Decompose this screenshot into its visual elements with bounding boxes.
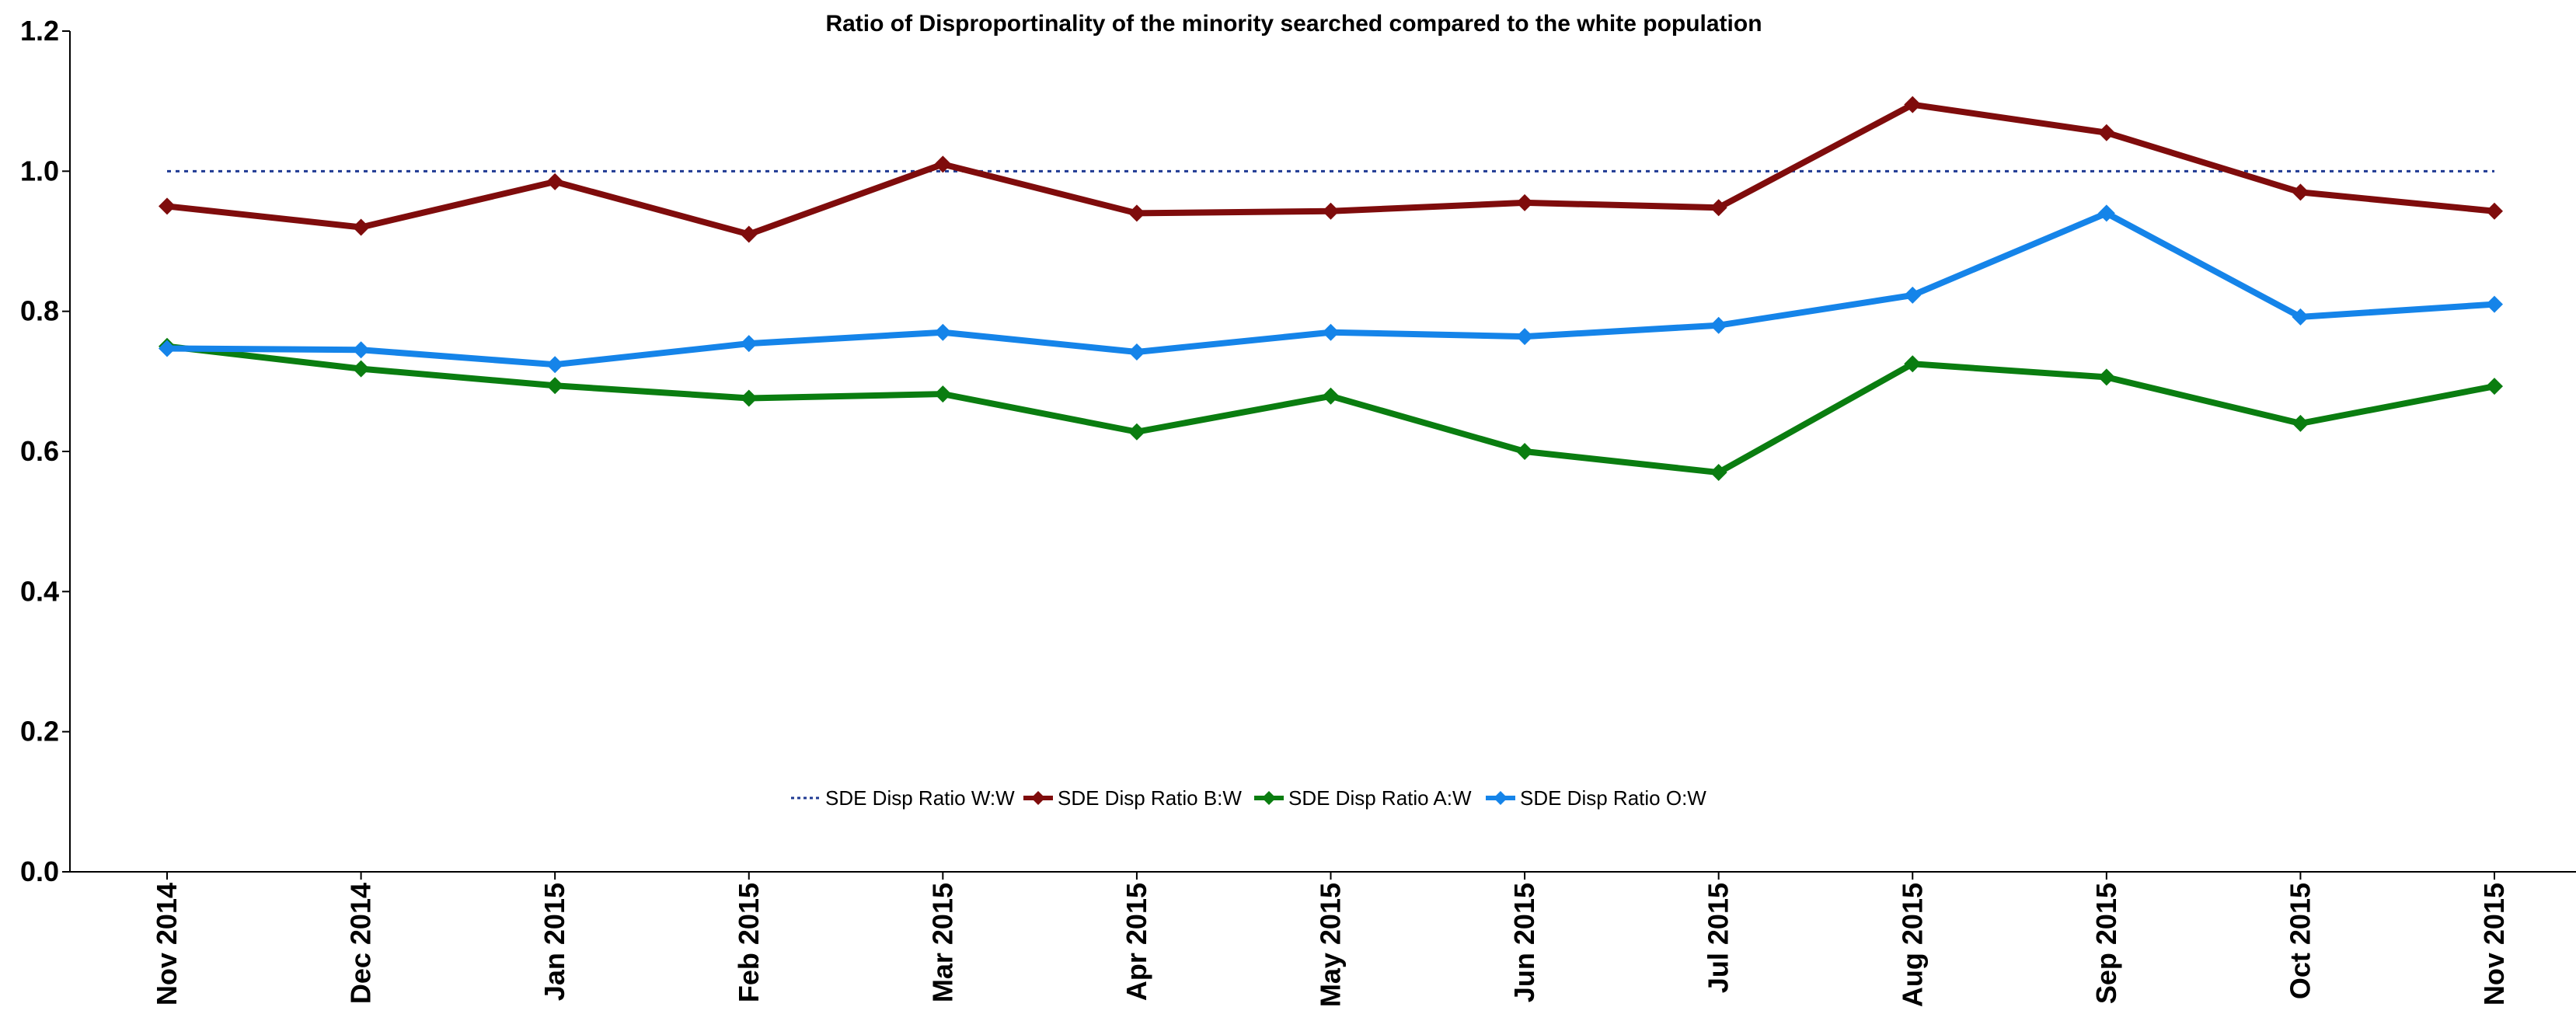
y-tick-label: 0.8 (20, 295, 59, 327)
legend: SDE Disp Ratio W:W SDE Disp Ratio B:W SDE … (791, 786, 1706, 810)
x-tick-label: Aug 2015 (1896, 883, 1928, 1007)
data-point (1710, 316, 1727, 334)
data-point (1128, 423, 1145, 441)
data-point (1516, 443, 1534, 460)
data-point (2486, 378, 2503, 395)
data-point (1516, 193, 1534, 211)
series-3 (159, 337, 2503, 482)
data-point (352, 360, 370, 378)
y-tick-label: 1.2 (20, 15, 59, 47)
data-point (1710, 199, 1727, 217)
data-point (546, 377, 564, 395)
x-tick-label: Apr 2015 (1121, 883, 1152, 1001)
data-point (740, 335, 758, 353)
data-point (740, 389, 758, 407)
legend-marker (1494, 791, 1508, 805)
legend-label: SDE Disp Ratio W:W (825, 786, 1015, 810)
data-point (1710, 464, 1727, 482)
x-tick-label: Jan 2015 (539, 883, 570, 1001)
data-point (2292, 414, 2309, 432)
x-tick-label: Mar 2015 (926, 883, 958, 1002)
chart-title: Ratio of Disproportinality of the minori… (825, 11, 1762, 37)
data-point (934, 385, 952, 403)
data-point (1322, 202, 1340, 220)
data-point (546, 172, 564, 190)
y-tick-label: 0.0 (20, 855, 59, 887)
data-point (159, 197, 176, 215)
data-point (352, 341, 370, 359)
data-point (1904, 286, 1922, 304)
series-4 (159, 204, 2503, 374)
legend-item: SDE Disp Ratio B:W (1023, 786, 1242, 810)
legend-label: SDE Disp Ratio A:W (1288, 786, 1472, 810)
legend-label: SDE Disp Ratio O:W (1520, 786, 1706, 810)
data-point (1128, 343, 1145, 361)
data-point (740, 225, 758, 243)
data-point (2097, 124, 2115, 141)
x-tick-label: Dec 2014 (345, 883, 377, 1004)
legend-marker (1262, 791, 1276, 805)
data-point (546, 356, 564, 374)
data-point (2486, 295, 2503, 313)
data-point (1904, 355, 1922, 373)
series-2 (159, 96, 2503, 243)
legend-label: SDE Disp Ratio B:W (1058, 786, 1242, 810)
data-point (2486, 202, 2503, 220)
x-tick-label: Oct 2015 (2284, 883, 2316, 999)
data-point (1128, 204, 1145, 222)
x-axis: Nov 2014 Dec 2014 Jan 2015 Feb 2015 Mar 2015… (151, 872, 2510, 1007)
x-tick-label: Sep 2015 (2090, 883, 2122, 1004)
x-tick-label: Nov 2015 (2478, 883, 2510, 1005)
y-tick-label: 1.0 (20, 155, 59, 186)
x-tick-label: Jun 2015 (1508, 883, 1540, 1002)
x-tick-label: Nov 2014 (151, 883, 183, 1005)
x-tick-label: May 2015 (1315, 883, 1347, 1007)
y-axis: 0.0 0.2 0.4 0.6 0.8 1.0 1.2 (20, 15, 70, 887)
data-point (2292, 308, 2309, 326)
legend-item: SDE Disp Ratio A:W (1254, 786, 1472, 810)
y-tick-label: 0.2 (20, 716, 59, 747)
y-tick-label: 0.6 (20, 435, 59, 467)
data-point (352, 218, 370, 236)
x-tick-label: Feb 2015 (733, 883, 765, 1002)
data-point (1322, 387, 1340, 405)
data-point (1904, 96, 1922, 113)
data-point (1516, 328, 1534, 346)
series-line (166, 343, 2495, 476)
data-point (934, 155, 952, 173)
plot-area (159, 96, 2503, 482)
legend-marker (1031, 791, 1045, 805)
data-point (934, 323, 952, 341)
series-line (166, 210, 2495, 368)
data-point (2097, 204, 2115, 222)
x-tick-label: Jul 2015 (1703, 883, 1734, 993)
legend-item: SDE Disp Ratio W:W (791, 786, 1015, 810)
data-point (2292, 183, 2309, 201)
legend-item: SDE Disp Ratio O:W (1486, 786, 1706, 810)
y-tick-label: 0.4 (20, 575, 59, 607)
data-point (1322, 323, 1340, 341)
data-point (159, 340, 176, 357)
data-point (2097, 368, 2115, 386)
